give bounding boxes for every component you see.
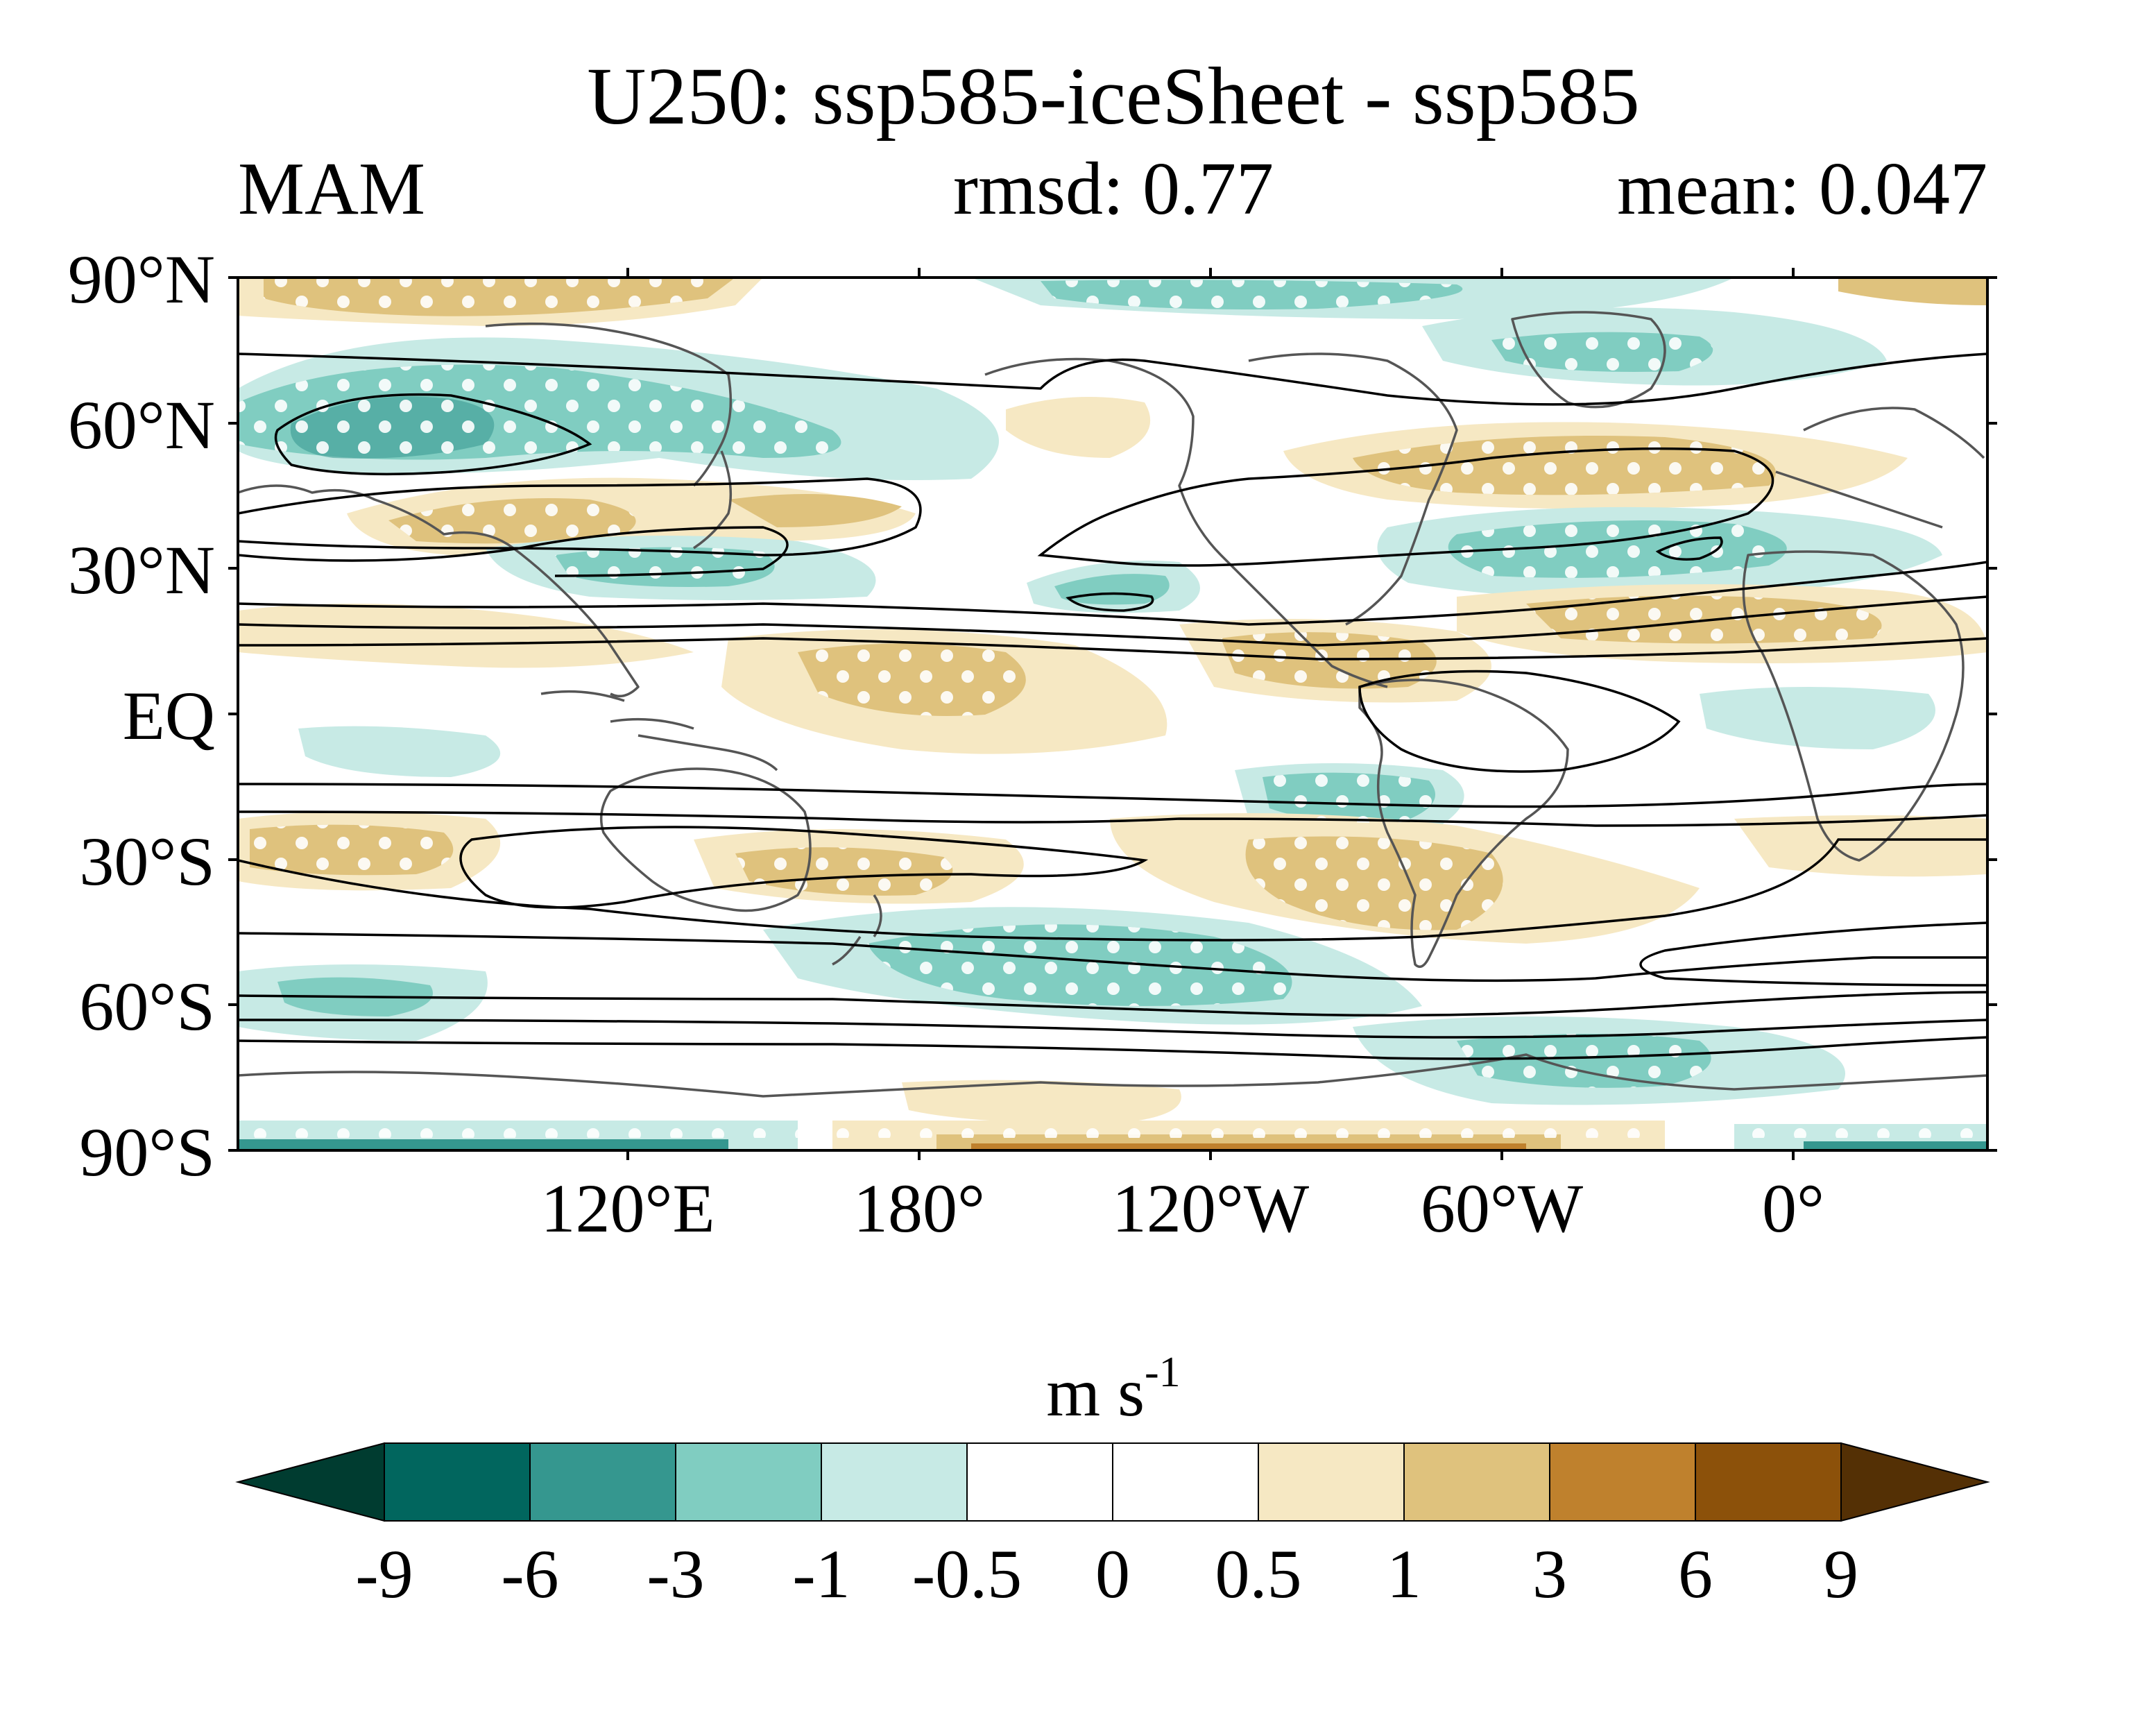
lat-label-60n: 60°N [68,386,215,463]
lat-label-60s: 60°S [79,968,215,1045]
contour-subtrop-jet1 [238,561,1987,626]
lon-label-0: 0° [1762,1170,1824,1247]
colorbar-swatch [529,1442,676,1522]
contour-sh-jet-loop [1639,921,1987,987]
colorbar-boxes [235,1442,1990,1522]
contour-atlantic-loop [1037,447,1774,567]
contour-sh-sub1 [238,810,1987,827]
mean-label: mean: 0.047 [1617,148,1987,230]
colorbar-swatch [1258,1442,1405,1522]
colorbar-units: m s-1 [1046,1349,1180,1431]
lat-label-30s: 30°S [79,823,215,900]
colorbar-tick-label: 9 [1824,1535,1858,1612]
colorbar-swatch [1549,1442,1696,1522]
colorbar-units-main: m s [1046,1354,1145,1431]
colorbar-swatch [1403,1442,1550,1522]
colorbar-tick-label: 1 [1387,1535,1421,1612]
shade-teal-sh-westind [298,726,501,777]
colorbar-tick-label: -6 [501,1535,558,1612]
colorbar-swatch [966,1442,1113,1522]
shade-darkteal-southpole-east [1804,1141,1987,1150]
coast-australia [599,767,812,912]
colorbar-tick-label: 6 [1678,1535,1713,1612]
lon-label-120e: 120°E [540,1170,715,1247]
shade-brown-antarctic-coast [902,1080,1181,1124]
contour-sh-tropics [238,783,1987,808]
colorbar-tick-label: -3 [647,1535,704,1612]
lon-label-180: 180° [853,1170,985,1247]
colorbar-swatch [1112,1442,1259,1522]
shade-brown-sh-africa [1734,815,1987,877]
colorbar-swatch [384,1442,531,1522]
colorbar-units-sup: -1 [1145,1349,1181,1396]
colorbar-tick-label: -9 [355,1535,413,1612]
climatology-contours [238,352,1987,1060]
contour-sh-jet1 [238,932,1987,982]
contour-nh-mid1 [238,477,922,556]
coast-europe [1775,407,1985,529]
coast-siberia [485,322,733,487]
colorbar-swatch [821,1442,968,1522]
colorbar-tick-label: 3 [1532,1535,1567,1612]
anomaly-shading [238,278,1987,1150]
coast-africa [1742,550,1965,862]
contour-subtrop-jet3 [238,637,1987,661]
coast-east-asia [238,484,640,698]
lat-label-90s: 90°S [79,1114,215,1191]
contour-nh-high [238,352,1987,406]
season-label: MAM [238,148,425,230]
colorbar-extend-high [1840,1442,1990,1522]
shade-tan-asia2 [728,494,902,527]
coast-maritime-continent [540,690,778,772]
contour-npac-loop [274,393,592,476]
colorbar-labels: -9 -6 -3 -1 -0.5 0 0.5 1 3 6 9 [355,1535,1858,1612]
coastlines [238,311,1987,1098]
shade-teal2-epac [1054,574,1170,605]
colorbar-tick-label: 0 [1095,1535,1130,1612]
colorbar-tick-label: -1 [792,1535,850,1612]
colorbar-extend-low [235,1442,385,1522]
shade-brown-tropics-west [238,604,694,668]
colorbar-swatch [675,1442,822,1522]
colorbar-swatch [1695,1442,1842,1522]
colorbar-tick-label: 0.5 [1215,1535,1302,1612]
coast-antarctica [238,1053,1987,1098]
shade-teal-sh-atl [1700,687,1935,749]
lat-label-eq: EQ [123,677,215,754]
map-title: U250: ssp585-iceSheet - ssp585 [587,51,1639,142]
longitude-labels: 120°E 180° 120°W 60°W 0° [540,1170,1824,1247]
contour-sh-sub2 [238,838,1987,942]
map-panel: 90°N 60°N 30°N EQ 30°S 60°S 90°S 120°E 1… [68,241,1997,1247]
shade-darkbrown-southpole [971,1143,1526,1150]
latitude-labels: 90°N 60°N 30°N EQ 30°S 60°S 90°S [68,241,215,1191]
axis-ticks [228,268,1997,1160]
contour-nh-mid2 [238,526,789,577]
contour-subtrop-jet2 [238,595,1987,647]
shade-tan-northpole-right [1838,278,1987,305]
lat-label-90n: 90°N [68,241,215,318]
contour-sh-jet4 [238,1036,1987,1060]
lat-label-30n: 30°N [68,531,215,608]
lon-label-60w: 60°W [1421,1170,1584,1247]
coast-greenland [1511,311,1666,409]
contour-atl-small [1655,536,1723,561]
rmsd-label: rmsd: 0.77 [953,148,1274,230]
contour-samerica-loop [1358,670,1681,773]
shade-darkteal-southpole-west [238,1139,728,1150]
shade-brown-namerica [1006,397,1151,458]
colorbar: m s-1 -9 -6 -3 -1 -0.5 0 0.5 1 3 6 9 [235,1349,1990,1612]
colorbar-tick-label: -0.5 [912,1535,1022,1612]
contour-sh-jet2 [238,991,1987,1017]
contour-sh-jet3 [238,1019,1987,1039]
coast-japan [693,450,733,550]
contour-epac-small [1066,592,1154,612]
lon-label-120w: 120°W [1112,1170,1310,1247]
coast-south-america [1358,679,1569,969]
significance-stippling [238,278,1987,1138]
